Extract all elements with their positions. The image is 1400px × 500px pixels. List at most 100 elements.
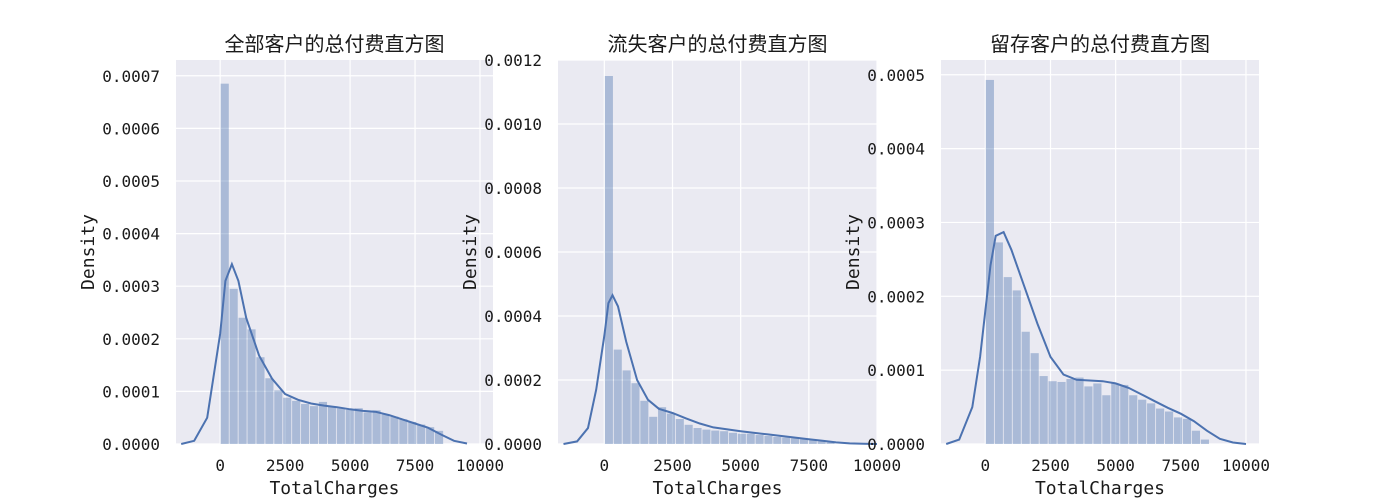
histogram-bar	[985, 79, 994, 444]
histogram-bar	[238, 317, 247, 444]
y-tick-label: 0.0012	[484, 51, 542, 70]
y-tick-label: 0.0001	[102, 382, 160, 401]
histogram-bar	[1084, 386, 1093, 444]
y-tick-label: 0.0002	[484, 371, 542, 390]
histogram-bar	[1111, 383, 1120, 444]
chart-title: 留存客户的总付费直方图	[990, 32, 1210, 56]
histogram-bar	[666, 413, 675, 444]
histogram-bar	[1030, 353, 1039, 444]
x-axis-label: TotalCharges	[1035, 478, 1165, 499]
histogram-bar	[808, 440, 817, 444]
histogram-bar	[640, 400, 649, 444]
x-tick-label: 7500	[1162, 456, 1201, 475]
histogram-bar	[693, 428, 702, 444]
x-tick-label: 0	[600, 456, 610, 475]
histogram-bar	[1200, 439, 1209, 444]
chart-panel-1: 0 2500 5000 7500 10000 0.0000 0.0001 0.0002 0.00…	[78, 32, 504, 499]
y-tick-label: 0.0004	[102, 225, 160, 244]
histogram-bar	[604, 76, 613, 444]
histogram-bar	[1057, 381, 1066, 444]
y-tick-label: 0.0005	[102, 172, 160, 191]
histogram-bar	[336, 408, 345, 444]
histogram-bar	[363, 412, 372, 444]
histogram-bar	[764, 436, 773, 444]
histogram-bar	[381, 414, 390, 444]
y-axis-label: Density	[460, 214, 481, 290]
histogram-bar	[247, 329, 256, 444]
histogram-bar	[229, 288, 238, 444]
histogram-bar	[292, 400, 301, 444]
y-tick-label: 0.0002	[102, 330, 160, 349]
y-tick-label: 0.0006	[484, 243, 542, 262]
x-tick-label: 2500	[653, 456, 692, 475]
x-axis-label: TotalCharges	[652, 478, 782, 499]
x-tick-label: 2500	[1031, 456, 1070, 475]
chart-panel-2: 0 2500 5000 7500 10000 0.0000 0.0002 0.0004 0.00…	[460, 32, 901, 499]
kde-line	[180, 261, 468, 445]
histogram-bar	[1156, 408, 1165, 444]
y-tick-label: 0.0003	[102, 277, 160, 296]
x-tick-label: 7500	[396, 456, 435, 475]
chart-panel-3: 0 2500 5000 7500 10000 0.0000 0.0001 0.0002 0.00…	[843, 32, 1270, 499]
kde-line	[563, 292, 878, 445]
histogram-bar	[826, 442, 835, 444]
histogram-bar	[773, 436, 782, 444]
x-tick-label: 10000	[456, 456, 504, 475]
histogram-bar	[649, 416, 658, 444]
histogram-bar	[265, 378, 274, 444]
histogram-bar	[399, 419, 408, 444]
histogram-bar	[1093, 383, 1102, 444]
histogram-bar	[1120, 384, 1129, 444]
histogram-bar	[345, 409, 354, 444]
histogram-bar	[1147, 403, 1156, 444]
histogram-bar	[728, 432, 738, 444]
histogram-bar	[408, 421, 417, 444]
histogram-bar	[434, 430, 444, 444]
histogram-bar	[318, 401, 328, 444]
histogram-bar	[1164, 411, 1174, 444]
x-tick-label: 2500	[266, 456, 305, 475]
y-tick-label: 0.0008	[484, 179, 542, 198]
x-tick-label: 10000	[853, 456, 901, 475]
histogram-bar	[309, 406, 319, 444]
histogram-bar	[737, 433, 746, 444]
histogram-bar	[1102, 395, 1111, 444]
histogram-bar	[283, 397, 292, 444]
histogram-bar	[782, 437, 791, 444]
y-tick-label: 0.0000	[484, 435, 542, 454]
histogram-bar	[327, 406, 336, 444]
histogram-bar	[1039, 376, 1048, 444]
histogram-bar	[720, 431, 729, 444]
histogram-bar	[372, 410, 381, 444]
histogram-bar	[1129, 395, 1138, 444]
histogram-bar	[746, 433, 755, 444]
histogram-bar	[817, 441, 826, 444]
y-tick-label: 0.0001	[867, 361, 925, 380]
x-tick-label: 5000	[1096, 456, 1135, 475]
y-tick-label: 0.0002	[867, 287, 925, 306]
histogram-bar	[1182, 418, 1192, 444]
histogram-bar	[1021, 331, 1030, 444]
histogram-bar	[417, 424, 426, 444]
histogram-bar	[711, 430, 720, 444]
histogram-bar	[1066, 379, 1075, 444]
y-tick-label: 0.0006	[102, 119, 160, 138]
histogram-bar	[390, 416, 399, 444]
y-tick-label: 0.0005	[867, 66, 925, 85]
histogram-bar	[1138, 399, 1147, 444]
histogram-bar	[658, 407, 667, 444]
y-tick-label: 0.0004	[867, 140, 925, 159]
histogram-bar	[1173, 417, 1183, 444]
kde-line	[945, 230, 1247, 445]
histogram-bar	[799, 439, 808, 444]
x-tick-label: 7500	[790, 456, 829, 475]
x-tick-label: 5000	[331, 456, 370, 475]
x-tick-label: 5000	[721, 456, 760, 475]
x-axis-label: TotalCharges	[269, 478, 399, 499]
x-tick-label: 10000	[1222, 456, 1270, 475]
histogram-bar	[1191, 430, 1201, 444]
histogram-bar	[1003, 277, 1012, 444]
plot-area	[941, 60, 1259, 444]
histogram-bar	[631, 383, 640, 444]
